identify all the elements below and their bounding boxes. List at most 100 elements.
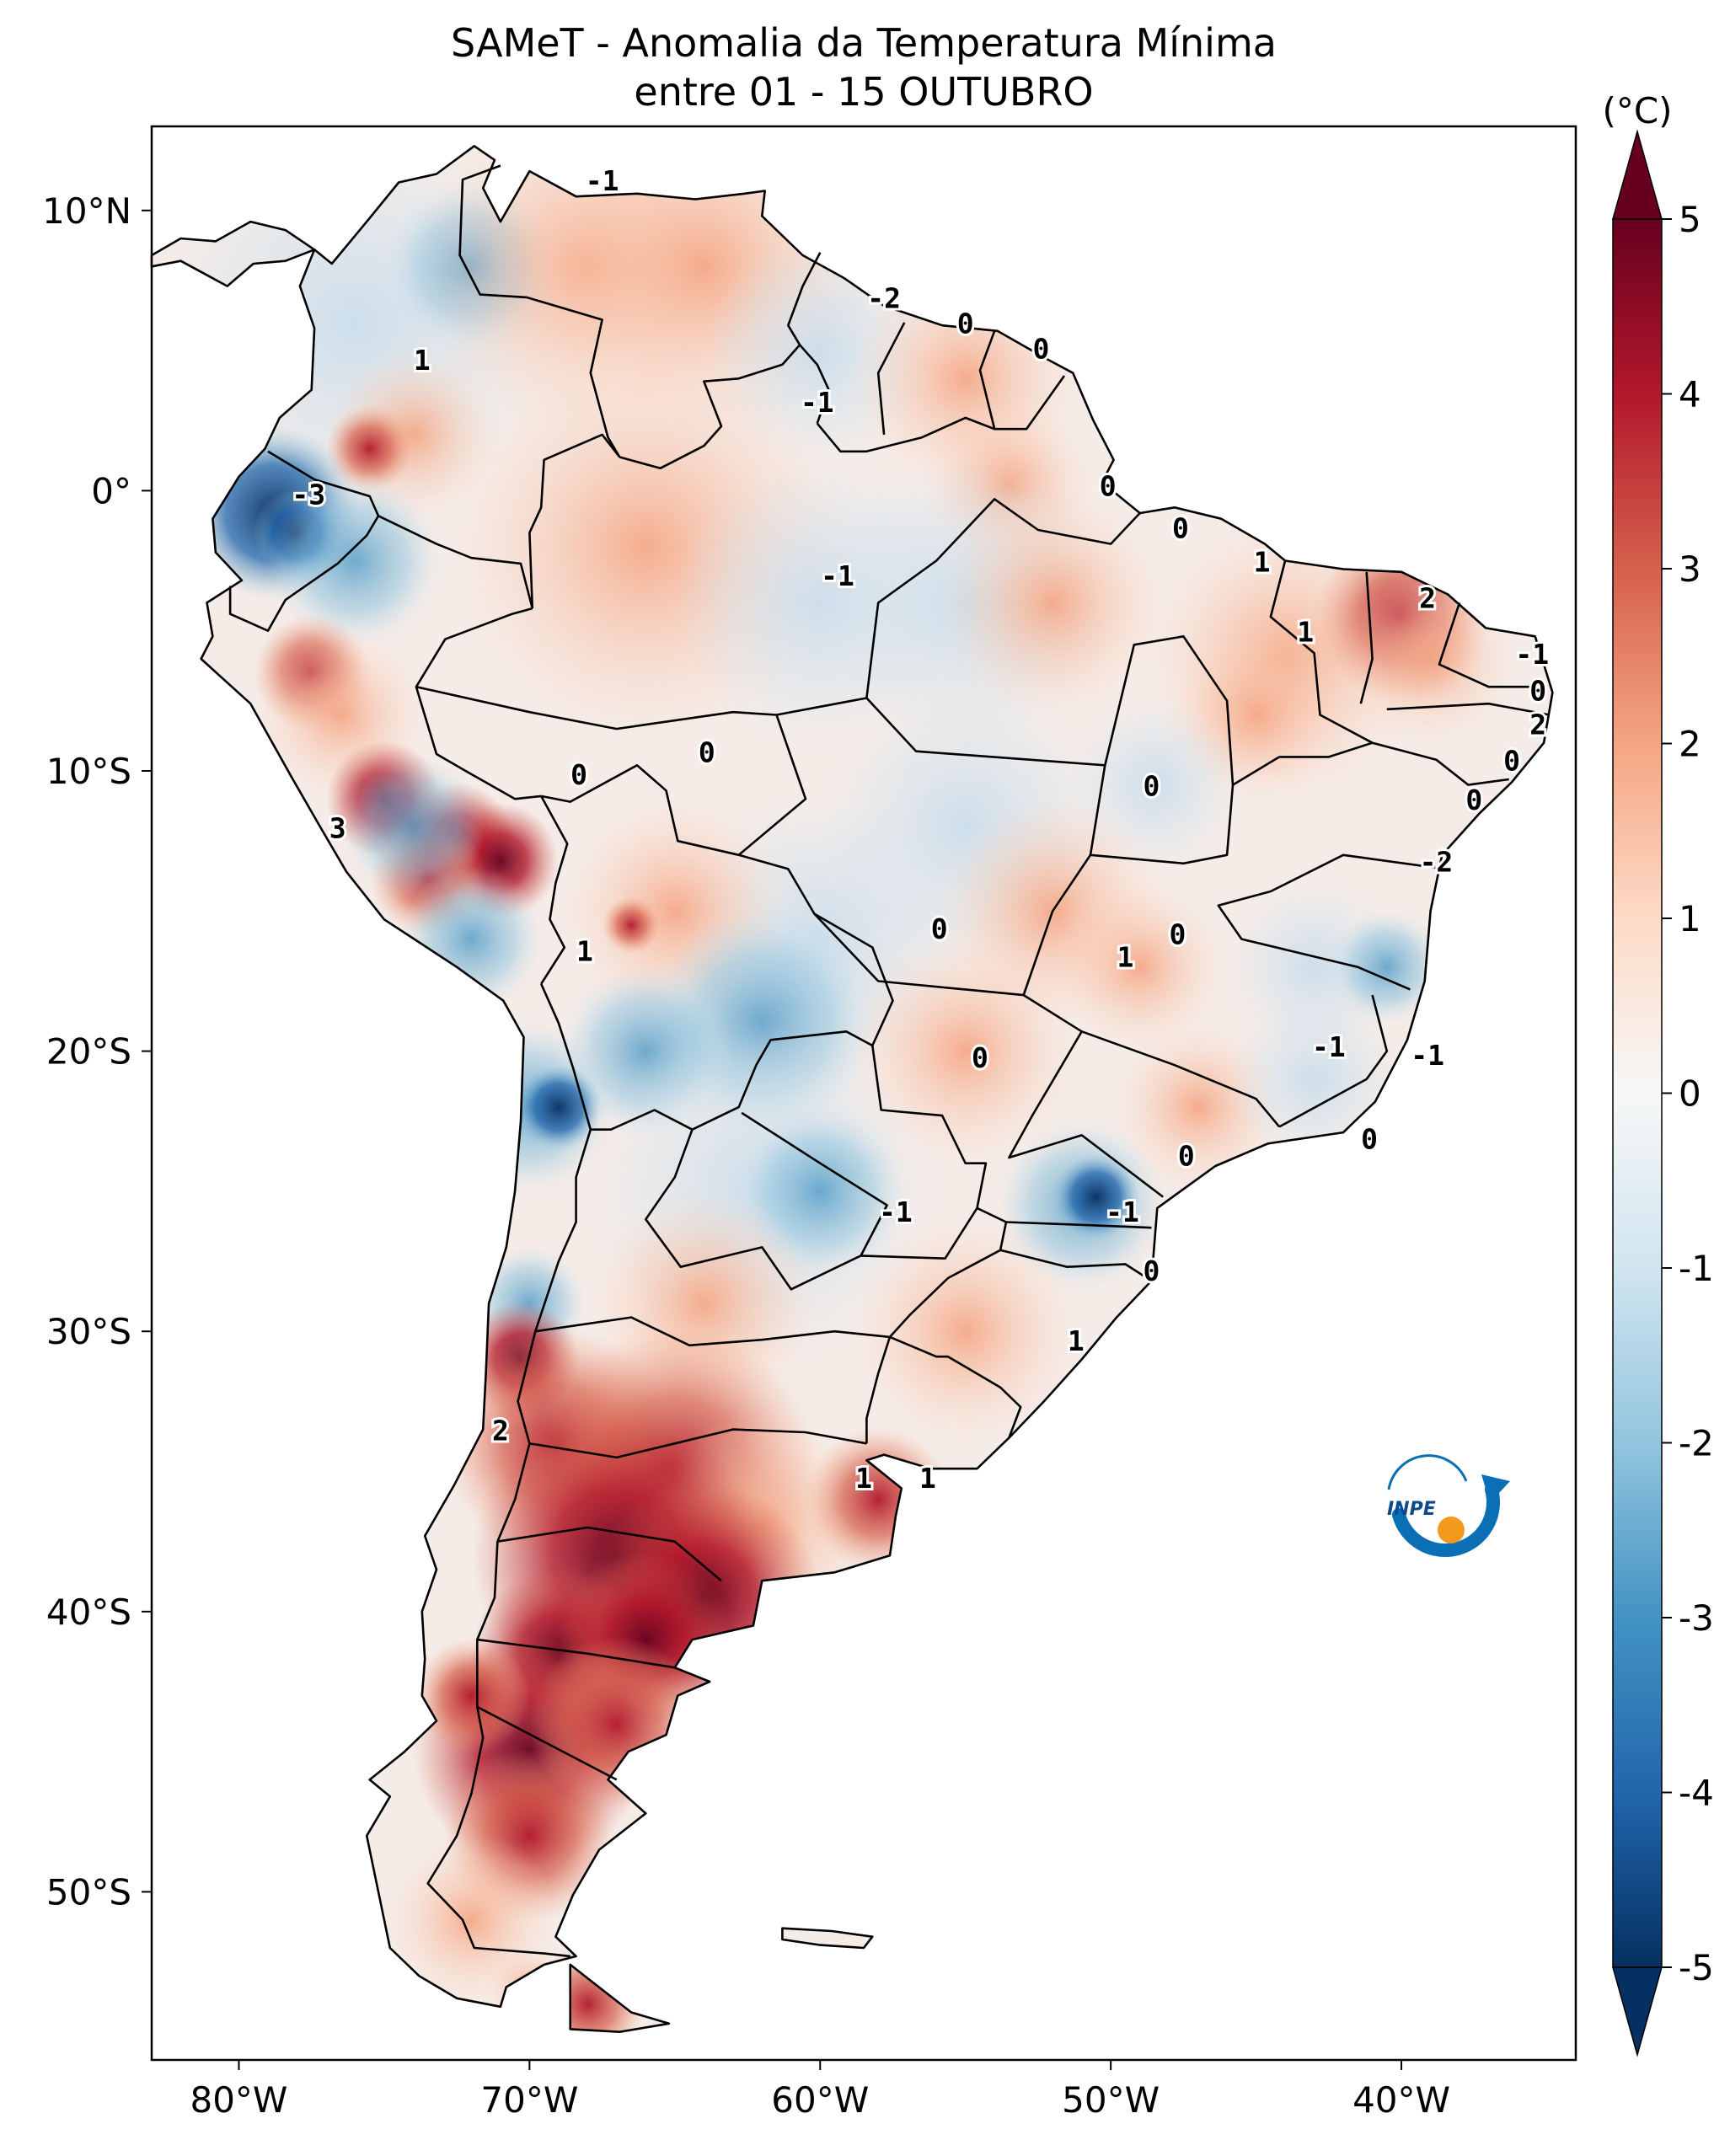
border-line bbox=[228, 450, 380, 632]
y-tick-label: 10°N bbox=[42, 190, 131, 232]
contour-label: 1 bbox=[1297, 616, 1314, 649]
coastline bbox=[200, 145, 1554, 2009]
contour-label: 1 bbox=[1254, 545, 1271, 578]
border-line bbox=[645, 1129, 862, 1291]
border-line bbox=[378, 515, 534, 609]
contour-label: 0 bbox=[931, 912, 948, 945]
contour-label: 1 bbox=[855, 1462, 872, 1495]
border-line bbox=[415, 685, 1106, 767]
border-line bbox=[816, 375, 1066, 453]
contour-label: 1 bbox=[414, 344, 431, 377]
x-tick-label: 50°W bbox=[1062, 2079, 1160, 2121]
contour-label: 0 bbox=[1172, 511, 1189, 544]
x-tick-label: 60°W bbox=[771, 2079, 869, 2121]
y-tick-label: 0° bbox=[91, 470, 131, 511]
border-line bbox=[1022, 635, 1235, 996]
contour-label: 1 bbox=[1117, 940, 1133, 973]
inpe-logo: INPE bbox=[1387, 1454, 1510, 1557]
contour-label: 0 bbox=[699, 736, 715, 769]
anomaly-blob bbox=[1328, 908, 1445, 1025]
colorbar-tick-label: 4 bbox=[1679, 374, 1701, 415]
border-line bbox=[1386, 702, 1551, 716]
title-line-2: entre 01 - 15 OUTUBRO bbox=[634, 69, 1094, 115]
x-tick-label: 70°W bbox=[480, 2079, 578, 2121]
colorbar-tick-label: 2 bbox=[1679, 724, 1701, 765]
y-tick-label: 30°S bbox=[46, 1311, 131, 1352]
y-tick-label: 10°S bbox=[46, 751, 131, 792]
border-line bbox=[1438, 602, 1539, 688]
contour-label: -2 bbox=[1420, 845, 1454, 878]
y-tick-label: 40°S bbox=[46, 1592, 131, 1633]
anomaly-blob bbox=[340, 754, 486, 900]
contour-label: -1 bbox=[879, 1196, 913, 1228]
contour-label: -1 bbox=[801, 386, 834, 419]
contour-label: -1 bbox=[586, 164, 619, 197]
y-tick-label: 50°S bbox=[46, 1871, 131, 1913]
title-line-1: SAMeT - Anomalia da Temperatura Mínima bbox=[451, 20, 1277, 66]
contour-label: 0 bbox=[957, 308, 974, 340]
border-line bbox=[528, 433, 621, 609]
x-tick-label: 80°W bbox=[190, 2079, 287, 2121]
logo-text: INPE bbox=[1387, 1499, 1436, 1520]
colorbar-tick-label: -4 bbox=[1679, 1773, 1714, 1814]
x-tick-label: 40°W bbox=[1352, 2079, 1450, 2121]
colorbar-tick-label: -2 bbox=[1679, 1423, 1714, 1464]
y-axis-ticks: 10°N 0° 10°S 20°S 30°S 40°S 50°S bbox=[42, 190, 152, 1913]
contour-label: -2 bbox=[867, 282, 901, 315]
contour-label: 0 bbox=[1170, 918, 1186, 951]
contour-label: 0 bbox=[1178, 1140, 1195, 1173]
country-borders bbox=[150, 145, 1554, 2033]
colorbar-tick-label: 3 bbox=[1679, 548, 1701, 590]
anomaly-blob bbox=[267, 473, 442, 649]
contour-label: 2 bbox=[492, 1414, 509, 1447]
logo-orbit bbox=[1387, 1454, 1468, 1490]
colorbar-tick-label: -1 bbox=[1679, 1248, 1714, 1289]
colorbar-tick-label: -5 bbox=[1679, 1947, 1714, 1988]
border-line bbox=[476, 1705, 618, 1781]
border-line bbox=[876, 322, 906, 436]
logo-swoosh bbox=[1392, 1483, 1500, 1557]
border-line bbox=[865, 1336, 892, 1444]
border-line bbox=[497, 1526, 722, 1582]
y-tick-label: 20°S bbox=[46, 1031, 131, 1073]
border-line bbox=[529, 1428, 867, 1459]
border-line bbox=[999, 1249, 1153, 1282]
colorbar: (°C) 5 4 3 2 1 0 -1 -2 -3 -4 -5 bbox=[1602, 90, 1714, 2057]
logo-sun bbox=[1438, 1517, 1465, 1543]
contour-label: -1 bbox=[821, 559, 854, 592]
contour-label: 0 bbox=[1144, 1255, 1160, 1287]
chart-title: SAMeT - Anomalia da Temperatura Mínima e… bbox=[152, 19, 1576, 116]
contour-label: 2 bbox=[1529, 708, 1546, 741]
border-line bbox=[535, 1316, 891, 1347]
border-line bbox=[426, 1129, 592, 1958]
contour-label: 0 bbox=[1032, 333, 1049, 366]
contour-label: 0 bbox=[1529, 674, 1546, 707]
anomaly-blob bbox=[1052, 880, 1228, 1055]
border-line bbox=[889, 1335, 1022, 1439]
colorbar-extend-top bbox=[1612, 129, 1663, 220]
colorbar-extend-bottom bbox=[1612, 1966, 1663, 2057]
contour-label: -1 bbox=[1515, 638, 1549, 671]
contour-label: 0 bbox=[1503, 745, 1520, 778]
colorbar-tick-label: 5 bbox=[1679, 199, 1701, 240]
contour-label: -3 bbox=[292, 479, 325, 511]
colorbar-unit: (°C) bbox=[1602, 90, 1672, 131]
border-line bbox=[540, 795, 569, 985]
contour-label: 0 bbox=[1465, 784, 1482, 816]
contour-label: 0 bbox=[1100, 470, 1117, 503]
contour-label: 2 bbox=[1419, 582, 1436, 615]
anomaly-blob bbox=[602, 896, 661, 955]
contour-label: 1 bbox=[576, 935, 593, 968]
border-line bbox=[1269, 560, 1374, 744]
coastline bbox=[150, 220, 316, 287]
border-line bbox=[477, 1638, 676, 1669]
contour-label: 1 bbox=[919, 1462, 936, 1495]
border-line bbox=[865, 498, 1141, 698]
contour-label: -1 bbox=[1411, 1039, 1444, 1072]
border-line bbox=[889, 1206, 1008, 1338]
coastline bbox=[569, 1963, 671, 2033]
border-line bbox=[619, 344, 801, 470]
colorbar-tick-label: 1 bbox=[1679, 898, 1701, 939]
